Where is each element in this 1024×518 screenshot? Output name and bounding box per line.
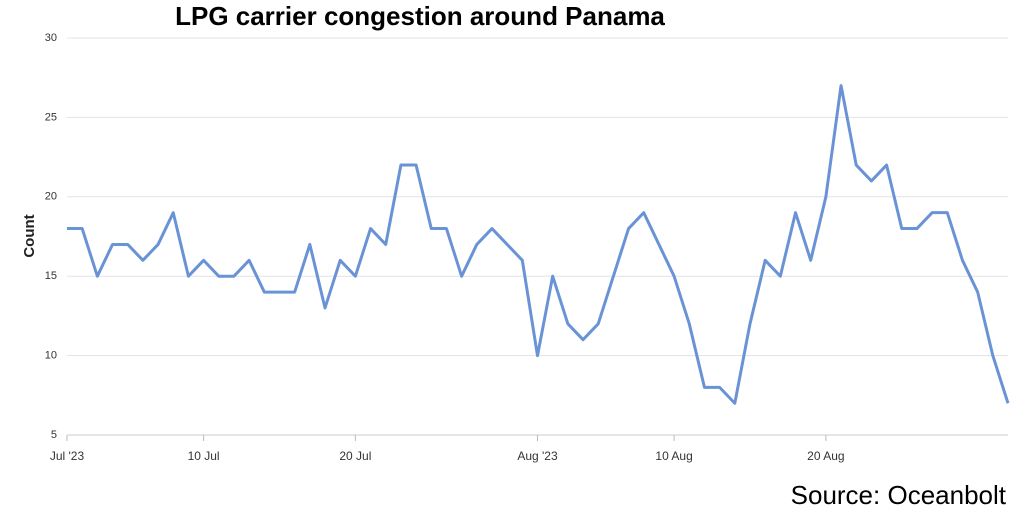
x-tick-label: 10 Jul	[188, 449, 220, 463]
source: Source: Oceanbolt	[791, 480, 1007, 510]
x-tick-label: 20 Aug	[807, 449, 844, 463]
x-tick-label: 10 Aug	[655, 449, 692, 463]
x-tick-label: Jul '23	[50, 449, 85, 463]
y-tick-label: 5	[51, 429, 57, 441]
y-tick-label: 10	[45, 350, 57, 362]
chart-title: LPG carrier congestion around Panama	[175, 1, 665, 31]
x-tick-label: Aug '23	[517, 449, 558, 463]
y-tick-label: 30	[45, 32, 57, 44]
y-tick-label: 25	[45, 111, 57, 123]
x-tick-label: 20 Jul	[339, 449, 371, 463]
data-line	[67, 84, 1010, 405]
y-tick-label: 20	[45, 191, 57, 203]
y-axis-label: Count	[21, 214, 38, 257]
y-tick-label: 15	[45, 270, 57, 282]
